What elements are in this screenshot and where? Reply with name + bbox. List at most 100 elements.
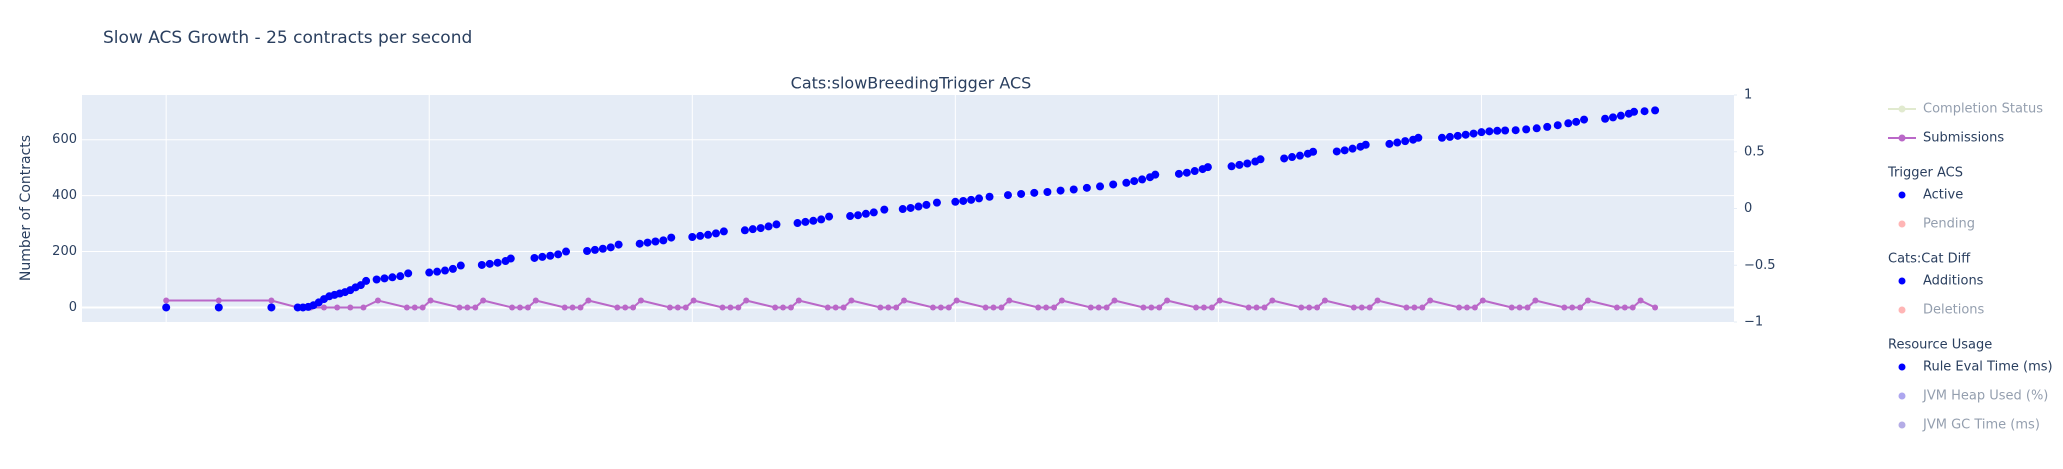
- data-point: [659, 236, 668, 245]
- data-point: [321, 304, 328, 311]
- data-point: [472, 304, 479, 311]
- data-point: [1516, 304, 1523, 311]
- data-point: [1652, 304, 1659, 311]
- data-point: [427, 297, 434, 304]
- data-point: [524, 304, 531, 311]
- legend-item[interactable]: Active: [1898, 188, 1964, 203]
- legend-item[interactable]: Additions: [1898, 274, 1984, 289]
- data-point: [590, 245, 599, 254]
- data-point: [1427, 297, 1434, 304]
- data-point: [1616, 111, 1625, 120]
- data-point: [1082, 183, 1091, 192]
- data-point: [740, 226, 749, 235]
- data-point: [780, 304, 787, 311]
- data-point: [1411, 304, 1418, 311]
- data-point: [360, 304, 367, 311]
- legend-item[interactable]: Pending: [1898, 217, 1975, 232]
- y-tick-label: 400: [52, 188, 77, 203]
- data-point: [1385, 139, 1394, 148]
- data-point: [1477, 128, 1486, 137]
- data-point: [1058, 297, 1065, 304]
- data-point: [1314, 304, 1321, 311]
- data-point: [951, 197, 960, 206]
- legend-marker: [1898, 220, 1906, 228]
- data-point: [1245, 304, 1252, 311]
- data-point: [1340, 146, 1349, 155]
- data-point: [396, 272, 405, 281]
- data-point: [1130, 177, 1139, 186]
- data-point: [688, 233, 697, 242]
- data-point: [825, 212, 834, 221]
- legend-group-title: Trigger ACS: [1887, 166, 1963, 181]
- data-point: [953, 297, 960, 304]
- legend-item[interactable]: Submissions: [1888, 131, 2004, 146]
- data-point: [380, 274, 389, 283]
- data-point: [666, 304, 673, 311]
- legend-item[interactable]: JVM GC Time (ms): [1898, 418, 2040, 433]
- data-point: [374, 297, 381, 304]
- data-point: [1374, 297, 1381, 304]
- data-point: [562, 247, 571, 256]
- data-point: [651, 237, 660, 246]
- data-point: [538, 252, 547, 261]
- data-point: [840, 304, 847, 311]
- data-point: [982, 304, 989, 311]
- data-point: [1561, 304, 1568, 311]
- data-point: [583, 246, 592, 255]
- y-tick-label: 200: [52, 244, 77, 259]
- y-tick-label: 0: [69, 300, 77, 315]
- legend-item[interactable]: Completion Status: [1888, 102, 2043, 117]
- data-point: [1522, 125, 1531, 134]
- subplot-title: Cats:slowBreedingTrigger ACS: [791, 74, 1032, 93]
- data-point: [1306, 304, 1313, 311]
- legend-label: Active: [1923, 188, 1963, 203]
- data-point: [622, 304, 629, 311]
- data-point: [267, 303, 276, 312]
- data-point: [1253, 304, 1260, 311]
- data-point: [388, 273, 397, 282]
- data-point: [1630, 107, 1639, 116]
- legend-label: Additions: [1923, 274, 1984, 289]
- data-point: [1348, 144, 1357, 153]
- legend-label: JVM Heap Used (%): [1922, 389, 2048, 404]
- data-point: [764, 222, 773, 231]
- data-point: [614, 240, 623, 249]
- data-point: [1261, 304, 1268, 311]
- data-point: [1471, 304, 1478, 311]
- data-point: [1103, 304, 1110, 311]
- data-point: [1456, 304, 1463, 311]
- data-point: [1003, 191, 1012, 200]
- data-point: [1006, 297, 1013, 304]
- data-point: [1532, 124, 1541, 133]
- data-point: [1208, 304, 1215, 311]
- data-point: [1216, 297, 1223, 304]
- legend-marker: [1898, 105, 1906, 113]
- y2-tick-label: 0.5: [1744, 144, 1765, 159]
- data-point: [493, 258, 502, 267]
- data-point: [530, 253, 539, 262]
- data-point: [735, 304, 742, 311]
- data-point: [1640, 107, 1649, 116]
- legend-label: Rule Eval Time (ms): [1923, 360, 2053, 375]
- data-point: [464, 304, 471, 311]
- data-point: [690, 297, 697, 304]
- legend-item[interactable]: Rule Eval Time (ms): [1898, 360, 2053, 375]
- data-point: [1050, 304, 1057, 311]
- data-point: [1543, 122, 1552, 131]
- data-point: [1532, 297, 1539, 304]
- data-point: [696, 231, 705, 240]
- data-point: [506, 254, 515, 263]
- data-point: [1461, 130, 1470, 139]
- legend-item[interactable]: JVM Heap Used (%): [1898, 389, 2049, 404]
- legend-item[interactable]: Deletions: [1898, 303, 1985, 318]
- y-axis-title: Number of Contracts: [18, 135, 34, 281]
- data-point: [906, 203, 915, 212]
- data-point: [456, 304, 463, 311]
- data-point: [1030, 188, 1039, 197]
- data-point: [727, 304, 734, 311]
- data-point: [1419, 304, 1426, 311]
- data-point: [704, 230, 713, 239]
- legend-label: Pending: [1923, 217, 1975, 232]
- data-point: [1621, 304, 1628, 311]
